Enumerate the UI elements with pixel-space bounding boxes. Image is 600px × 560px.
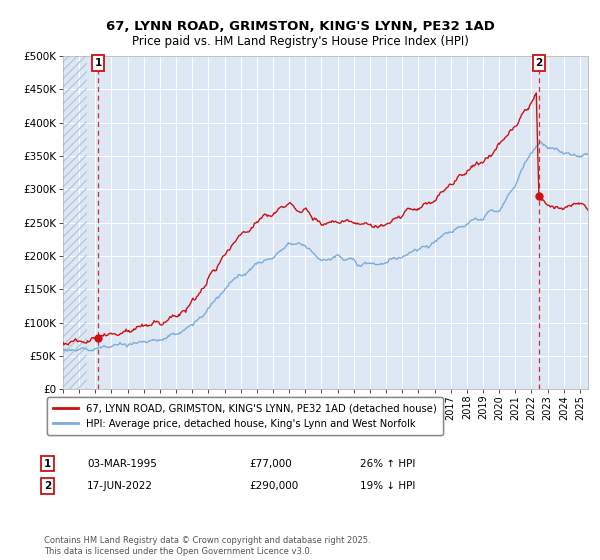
- Text: 17-JUN-2022: 17-JUN-2022: [87, 481, 153, 491]
- Text: 1: 1: [94, 58, 101, 68]
- Text: Price paid vs. HM Land Registry's House Price Index (HPI): Price paid vs. HM Land Registry's House …: [131, 35, 469, 48]
- Bar: [63, 56, 87, 389]
- Legend: 67, LYNN ROAD, GRIMSTON, KING'S LYNN, PE32 1AD (detached house), HPI: Average pr: 67, LYNN ROAD, GRIMSTON, KING'S LYNN, PE…: [47, 397, 443, 435]
- Text: 2: 2: [44, 481, 51, 491]
- Text: £77,000: £77,000: [249, 459, 292, 469]
- Text: 26% ↑ HPI: 26% ↑ HPI: [360, 459, 415, 469]
- Text: 19% ↓ HPI: 19% ↓ HPI: [360, 481, 415, 491]
- Text: 1: 1: [44, 459, 51, 469]
- Text: 03-MAR-1995: 03-MAR-1995: [87, 459, 157, 469]
- Text: Contains HM Land Registry data © Crown copyright and database right 2025.
This d: Contains HM Land Registry data © Crown c…: [44, 536, 370, 556]
- Text: 67, LYNN ROAD, GRIMSTON, KING'S LYNN, PE32 1AD: 67, LYNN ROAD, GRIMSTON, KING'S LYNN, PE…: [106, 20, 494, 32]
- Text: 2: 2: [535, 58, 542, 68]
- Text: £290,000: £290,000: [249, 481, 298, 491]
